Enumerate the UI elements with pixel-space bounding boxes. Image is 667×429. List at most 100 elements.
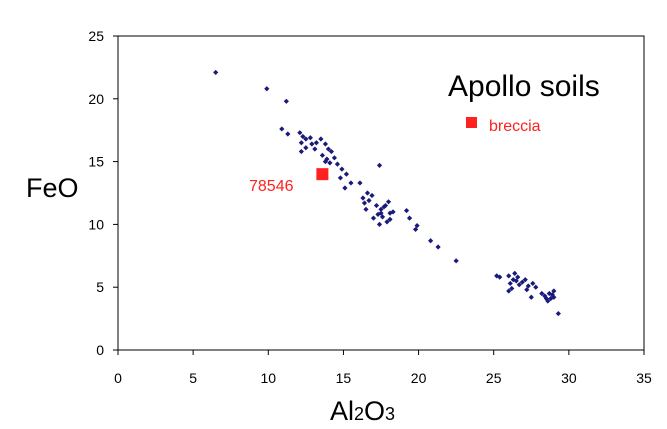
soil-data-point <box>213 69 219 76</box>
soil-data-point <box>369 192 375 199</box>
x-axis-label: Al2O3 <box>330 396 395 426</box>
x-tick-label: 30 <box>561 370 577 386</box>
x-tick-label: 20 <box>411 370 427 386</box>
soil-data-point <box>378 210 384 216</box>
soil-data-point <box>384 219 390 225</box>
soil-data-point <box>379 214 386 220</box>
soil-data-point <box>327 160 333 166</box>
legend-swatch-breccia <box>466 117 477 128</box>
plot-area <box>117 35 645 351</box>
soil-data-point <box>325 146 331 152</box>
soil-data-point <box>334 161 341 167</box>
soil-data-point <box>342 185 348 191</box>
soil-data-point <box>337 175 344 181</box>
soil-data-point <box>357 180 363 186</box>
soil-data-point <box>348 180 354 186</box>
soil-data-point <box>312 146 318 152</box>
soil-data-point <box>366 197 372 204</box>
soil-data-point <box>555 310 561 317</box>
y-axis-ticks: 0 5 10 15 20 25 <box>88 28 118 358</box>
soil-data-point <box>551 294 557 300</box>
soil-data-point <box>328 148 335 155</box>
soil-data-point <box>303 145 309 151</box>
soil-data-point <box>549 292 555 298</box>
soil-data-point <box>539 290 545 297</box>
soil-data-point <box>513 278 519 284</box>
soil-data-point <box>524 287 530 293</box>
soil-data-point <box>313 140 319 146</box>
soil-data-point <box>414 223 420 229</box>
soil-data-point <box>510 277 516 283</box>
x-tick-label: 0 <box>114 370 122 386</box>
soil-data-point <box>533 284 539 290</box>
soil-data-point <box>324 156 330 162</box>
y-tick-label: 10 <box>88 216 104 232</box>
soil-data-point <box>360 195 366 201</box>
soil-data-point <box>412 226 419 233</box>
soil-data-point <box>545 298 551 304</box>
point-annotation-78546: 78546 <box>249 178 294 195</box>
soil-data-point <box>522 277 528 283</box>
soil-data-point <box>373 202 380 209</box>
soil-data-point <box>298 140 304 146</box>
soil-data-point <box>378 206 384 212</box>
legend-label-breccia: breccia <box>489 118 541 135</box>
soil-data-point <box>406 215 413 221</box>
soil-data-point <box>427 238 434 244</box>
soil-data-point <box>376 162 383 168</box>
soil-data-point <box>515 274 521 280</box>
soil-data-point <box>387 216 393 222</box>
soil-data-point <box>543 295 549 302</box>
y-tick-label: 0 <box>96 342 104 358</box>
soil-data-point <box>548 295 554 302</box>
soil-data-point <box>519 279 525 285</box>
x-tick-label: 10 <box>260 370 276 386</box>
soil-data-point <box>331 155 338 161</box>
soil-data-point <box>298 148 304 155</box>
x-tick-label: 15 <box>336 370 352 386</box>
soil-data-point <box>497 274 503 280</box>
soil-data-point <box>375 211 381 217</box>
y-axis-label: FeO <box>26 173 79 203</box>
soil-data-point <box>319 152 325 158</box>
soil-data-point <box>507 280 513 287</box>
soil-data-point <box>370 215 377 221</box>
y-tick-label: 5 <box>96 279 104 295</box>
data-points <box>213 69 561 317</box>
soil-data-point <box>264 86 270 92</box>
soil-data-point <box>403 207 410 214</box>
soil-data-point <box>512 270 518 276</box>
soil-data-point <box>279 126 285 132</box>
soil-data-point <box>385 199 392 205</box>
y-tick-label: 25 <box>88 28 104 44</box>
soil-data-point <box>364 190 371 196</box>
chart-title: Apollo soils <box>448 70 600 103</box>
soil-data-point <box>285 131 291 137</box>
soil-data-point <box>435 244 441 250</box>
soil-data-point <box>376 221 383 227</box>
breccia-point <box>316 168 329 181</box>
soil-data-point <box>530 280 536 287</box>
soil-data-point <box>307 135 313 141</box>
soil-data-point <box>297 130 303 136</box>
soil-data-point <box>381 204 387 210</box>
soil-data-point <box>506 273 512 279</box>
soil-data-point <box>361 200 368 206</box>
soil-data-point <box>516 282 522 288</box>
soil-data-point <box>506 288 512 294</box>
soil-data-point <box>343 171 350 177</box>
soil-data-point <box>303 136 309 142</box>
soil-data-point <box>528 294 534 300</box>
soil-data-point <box>322 159 328 165</box>
soil-data-point <box>382 202 389 209</box>
soil-data-point <box>525 283 531 289</box>
soil-data-point <box>390 209 396 215</box>
soil-data-point <box>309 141 315 147</box>
soil-data-point <box>453 258 459 264</box>
x-axis-ticks: 0 5 10 15 20 25 30 35 <box>114 350 652 386</box>
legend: breccia <box>466 117 541 135</box>
y-tick-label: 20 <box>88 91 104 107</box>
x-tick-label: 5 <box>189 370 197 386</box>
y-tick-label: 15 <box>88 154 104 170</box>
